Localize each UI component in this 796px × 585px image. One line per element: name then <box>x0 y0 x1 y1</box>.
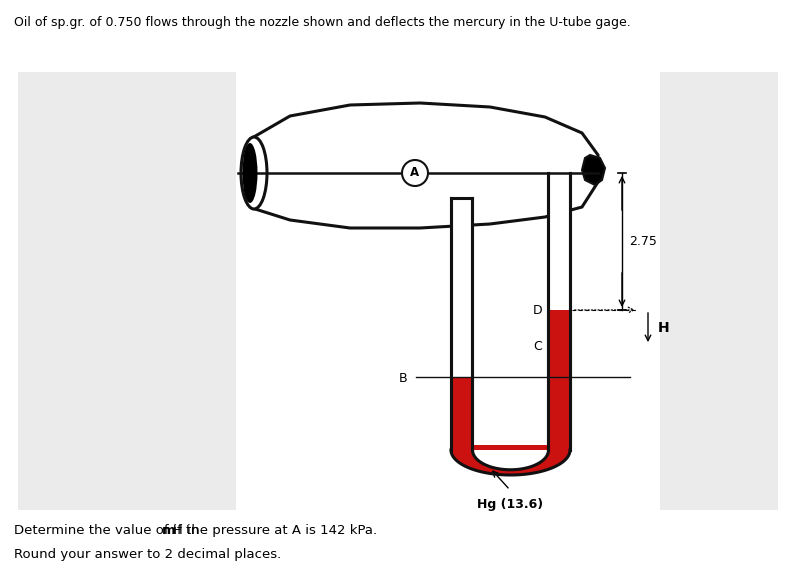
Text: B: B <box>399 371 408 384</box>
Bar <box>472 445 548 450</box>
Bar <box>451 198 472 450</box>
Ellipse shape <box>243 143 257 203</box>
Polygon shape <box>451 450 570 475</box>
Text: C: C <box>533 339 542 353</box>
Text: Hg (13.6): Hg (13.6) <box>477 498 543 511</box>
Bar <box>18 72 236 510</box>
Circle shape <box>402 160 428 186</box>
Text: H: H <box>658 321 669 335</box>
Text: m: m <box>162 524 176 537</box>
Text: Oil of sp.gr. of 0.750 flows through the nozzle shown and deflects the mercury i: Oil of sp.gr. of 0.750 flows through the… <box>14 16 630 29</box>
Bar <box>451 377 472 450</box>
Polygon shape <box>252 103 598 228</box>
Text: if the pressure at A is 142 kPa.: if the pressure at A is 142 kPa. <box>170 524 377 537</box>
Bar <box>548 173 570 450</box>
Text: Round your answer to 2 decimal places.: Round your answer to 2 decimal places. <box>14 548 281 561</box>
Polygon shape <box>582 155 605 185</box>
Text: 2.75: 2.75 <box>629 235 657 248</box>
Text: A: A <box>411 167 419 180</box>
Text: D: D <box>533 305 542 318</box>
Bar <box>660 72 778 510</box>
Ellipse shape <box>241 137 267 209</box>
Polygon shape <box>451 450 570 475</box>
Bar <box>548 310 570 450</box>
Text: Determine the value of H in: Determine the value of H in <box>14 524 204 537</box>
